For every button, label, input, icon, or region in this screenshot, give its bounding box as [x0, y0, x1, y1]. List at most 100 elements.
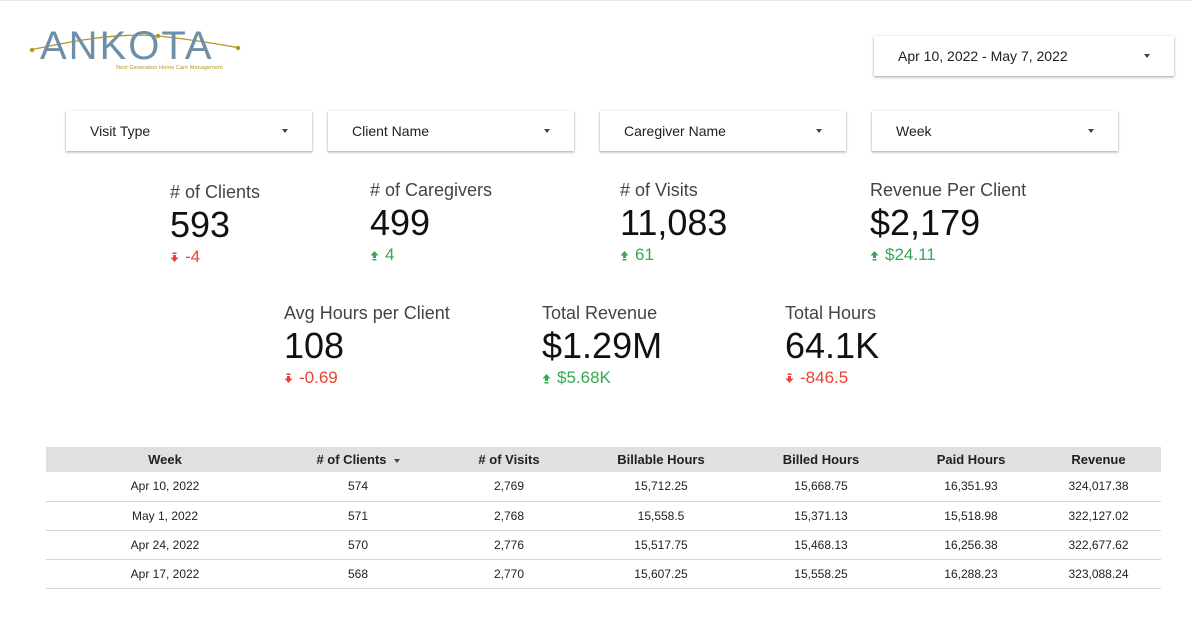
- kpi-delta: 61: [620, 245, 727, 265]
- column-header-revenue[interactable]: Revenue: [1071, 452, 1126, 467]
- kpi-label: # of Caregivers: [370, 180, 493, 200]
- table-cell: Apr 10, 2022: [46, 472, 284, 502]
- table-body: Apr 10, 2022 574 2,769 15,712.25 15,668.75 16…: [46, 472, 1161, 589]
- arrow-down-icon: [170, 252, 179, 262]
- column-header-billed-hours[interactable]: Billed Hours: [782, 452, 860, 467]
- table-cell: Apr 17, 2022: [46, 559, 284, 589]
- table-row: Apr 10, 2022 574 2,769 15,712.25 15,668.75 16…: [46, 472, 1161, 502]
- table-cell: 323,088.24: [1036, 559, 1161, 589]
- table-cell: 15,371.13: [736, 501, 906, 531]
- arrow-up-icon: [620, 250, 629, 260]
- visit-type-filter[interactable]: Visit Type: [66, 111, 312, 151]
- table-header-row: Week # of Clients # of Visits Billable H…: [46, 447, 1161, 472]
- client-name-filter[interactable]: Client Name: [328, 111, 574, 151]
- table-cell: 571: [284, 501, 432, 531]
- kpi-delta: -846.5: [785, 368, 879, 388]
- kpi-label: Total Revenue: [542, 303, 658, 323]
- kpi-avg-hours-per-client: Avg Hours per Client 108 -0.69: [284, 303, 450, 388]
- table-cell: 16,351.93: [906, 472, 1036, 502]
- weekly-summary-table: Week # of Clients # of Visits Billable H…: [46, 447, 1161, 589]
- kpi-delta: 4: [370, 245, 492, 265]
- filter-label: Client Name: [352, 123, 430, 139]
- filter-label: Week: [896, 123, 932, 139]
- table-cell: 15,468.13: [736, 530, 906, 560]
- table-cell: 574: [284, 472, 432, 502]
- table-cell: 568: [284, 559, 432, 589]
- kpi-delta: -0.69: [284, 368, 450, 388]
- table-cell: 570: [284, 530, 432, 560]
- week-filter[interactable]: Week: [872, 111, 1118, 151]
- table-cell: 15,518.98: [906, 501, 1036, 531]
- kpi-label: Total Hours: [785, 303, 877, 323]
- table-cell: 15,668.75: [736, 472, 906, 502]
- arrow-up-icon: [370, 250, 379, 260]
- table-cell: 15,712.25: [586, 472, 736, 502]
- kpi-revenue-per-client: Revenue Per Client $2,179 $24.11: [870, 180, 1026, 265]
- table-cell: 2,776: [432, 530, 586, 560]
- table-cell: 16,288.23: [906, 559, 1036, 589]
- table-row: Apr 17, 2022 568 2,770 15,607.25 15,558.25 16…: [46, 559, 1161, 589]
- date-range-selector[interactable]: Apr 10, 2022 - May 7, 2022: [874, 36, 1174, 76]
- kpi-delta-value: -846.5: [800, 368, 849, 387]
- chevron-down-icon: [282, 129, 288, 133]
- table-cell: 322,127.02: [1036, 501, 1161, 531]
- table-cell: Apr 24, 2022: [46, 530, 284, 560]
- kpi-delta-value: -4: [185, 247, 201, 266]
- chevron-down-icon: [1088, 129, 1094, 133]
- kpi-value: 593: [170, 204, 231, 245]
- kpi-total-revenue: Total Revenue $1.29M $5.68K: [542, 303, 662, 388]
- kpi-value: 499: [370, 202, 431, 243]
- table-cell: 15,558.25: [736, 559, 906, 589]
- kpi-label: # of Visits: [620, 180, 698, 200]
- kpi-value: 64.1K: [785, 325, 880, 366]
- kpi-label: Avg Hours per Client: [284, 303, 450, 323]
- logo-tagline: Next Generation Home Care Management: [116, 65, 223, 71]
- kpi-caregivers: # of Caregivers 499 4: [370, 180, 492, 265]
- chevron-down-icon: [1144, 54, 1150, 58]
- kpi-value: $1.29M: [542, 325, 663, 366]
- table-cell: 324,017.38: [1036, 472, 1161, 502]
- table-cell: 15,517.75: [586, 530, 736, 560]
- kpi-delta-value: -0.69: [299, 368, 338, 387]
- kpi-clients: # of Clients 593 -4: [170, 182, 260, 267]
- arrow-up-icon: [542, 373, 551, 383]
- kpi-delta: $24.11: [870, 245, 1026, 265]
- kpi-label: Revenue Per Client: [870, 180, 1027, 200]
- table-cell: 2,768: [432, 501, 586, 531]
- top-divider: [0, 0, 1191, 1]
- table-row: May 1, 2022 571 2,768 15,558.5 15,371.13 15,5…: [46, 501, 1161, 531]
- ankota-logo: ANKOTA Next Generation Home Care Managem…: [28, 22, 243, 74]
- kpi-delta-value: $5.68K: [557, 368, 611, 387]
- column-header-paid-hours[interactable]: Paid Hours: [936, 452, 1006, 467]
- kpi-delta-value: 4: [385, 245, 395, 264]
- table-cell: May 1, 2022: [46, 501, 284, 531]
- table-cell: 322,677.62: [1036, 530, 1161, 560]
- table-row: Apr 24, 2022 570 2,776 15,517.75 15,468.13 16…: [46, 530, 1161, 560]
- kpi-delta: $5.68K: [542, 368, 662, 388]
- kpi-value: 108: [284, 325, 345, 366]
- filter-label: Visit Type: [90, 123, 151, 139]
- table-cell: 15,607.25: [586, 559, 736, 589]
- sort-descending-icon[interactable]: [393, 458, 400, 463]
- kpi-visits: # of Visits 11,083 61: [620, 180, 727, 265]
- logo-wordmark: ANKOTA: [40, 24, 214, 66]
- kpi-label: # of Clients: [170, 182, 261, 202]
- column-header-week[interactable]: Week: [148, 452, 182, 467]
- column-header-clients[interactable]: # of Clients: [284, 447, 432, 472]
- table-cell: 15,558.5: [586, 501, 736, 531]
- chevron-down-icon: [544, 129, 550, 133]
- table-cell: 2,769: [432, 472, 586, 502]
- column-header-visits[interactable]: # of Visits: [478, 452, 540, 467]
- arrow-down-icon: [785, 373, 794, 383]
- kpi-delta: -4: [170, 247, 260, 267]
- arrow-up-icon: [870, 250, 879, 260]
- caregiver-name-filter[interactable]: Caregiver Name: [600, 111, 846, 151]
- column-header-billable-hours[interactable]: Billable Hours: [617, 452, 705, 467]
- date-range-value: Apr 10, 2022 - May 7, 2022: [898, 48, 1068, 64]
- table-cell: 2,770: [432, 559, 586, 589]
- kpi-delta-value: $24.11: [885, 245, 936, 264]
- kpi-value: $2,179: [870, 202, 981, 243]
- kpi-total-hours: Total Hours 64.1K -846.5: [785, 303, 879, 388]
- kpi-value: 11,083: [620, 202, 728, 243]
- kpi-delta-value: 61: [635, 245, 654, 264]
